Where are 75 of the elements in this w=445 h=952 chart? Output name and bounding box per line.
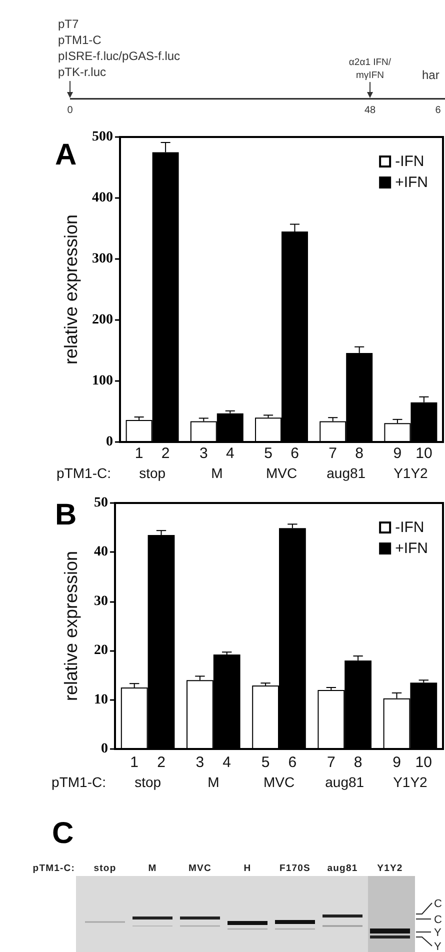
x-tick-label: MVC xyxy=(263,774,295,790)
text: 8 xyxy=(354,754,362,771)
category-label: MVC xyxy=(188,863,212,874)
text: Y xyxy=(434,941,442,952)
legend-label: -IFN xyxy=(395,519,424,536)
x-tick-label: Y1Y2 xyxy=(393,774,428,790)
chart-title: A xyxy=(55,138,77,172)
text: 10 xyxy=(416,445,432,462)
y-tick-label: 400 xyxy=(92,190,113,206)
y-tick-label: 20 xyxy=(94,643,108,658)
y-tick-label: 0 xyxy=(106,434,113,450)
text: 48 xyxy=(364,105,376,116)
chart-title: B xyxy=(55,498,77,532)
category-label: F170S xyxy=(280,863,310,874)
x-tick-label: MVC xyxy=(266,465,298,481)
y-tick-label: 10 xyxy=(94,692,108,708)
text: C xyxy=(434,914,442,926)
text: 8 xyxy=(355,445,364,462)
x-tick-label: aug81 xyxy=(325,774,364,790)
legend-label: -IFN xyxy=(395,153,424,170)
y-tick-label: 40 xyxy=(94,544,108,560)
text: pT7 xyxy=(58,17,80,31)
y-tick-label: 300 xyxy=(92,252,113,266)
text: 7 xyxy=(328,445,338,462)
y-tick-label: 0 xyxy=(101,742,108,756)
text: α2α1 IFN/ xyxy=(348,57,392,68)
y-axis-title: relative expression xyxy=(61,550,81,702)
text: 5 xyxy=(261,754,270,771)
y-tick-label: 200 xyxy=(92,312,113,328)
text: 6 xyxy=(435,105,442,116)
text: 3 xyxy=(196,754,204,771)
category-label: aug81 xyxy=(327,863,358,874)
text: C xyxy=(434,898,442,910)
text: pTM1-C: xyxy=(32,863,75,874)
category-label: Y1Y2 xyxy=(377,863,403,874)
text: C xyxy=(52,817,74,850)
legend-label: +IFN xyxy=(395,540,428,557)
text: 9 xyxy=(393,445,402,462)
y-tick-label: 500 xyxy=(92,130,113,144)
text: 6 xyxy=(288,754,297,771)
text: pISRE-f.luc/pGAS-f.luc xyxy=(58,49,180,63)
y-tick-label: 100 xyxy=(92,374,113,388)
text: pTK-r.luc xyxy=(58,65,106,79)
x-axis-title: pTM1-C: xyxy=(52,774,106,790)
x-tick-label: M xyxy=(211,465,223,481)
text: 9 xyxy=(392,754,401,771)
text: har xyxy=(422,68,440,82)
x-tick-label: M xyxy=(208,774,220,790)
text: 6 xyxy=(290,445,299,462)
text: Y xyxy=(434,927,442,939)
x-tick-label: stop xyxy=(134,774,162,790)
text: 4 xyxy=(226,445,234,462)
text: 1 xyxy=(134,445,144,462)
text: 4 xyxy=(222,754,232,771)
text: 5 xyxy=(264,445,272,462)
legend-label: +IFN xyxy=(395,174,428,191)
y-axis-title: relative expression xyxy=(61,214,81,365)
text: 0 xyxy=(67,105,74,116)
text: 7 xyxy=(326,754,336,771)
y-tick-label: 50 xyxy=(94,496,108,510)
y-tick-label: 30 xyxy=(94,594,108,609)
text: 3 xyxy=(199,445,208,462)
text: 2 xyxy=(157,754,166,771)
category-label: stop xyxy=(94,863,116,874)
text: 1 xyxy=(130,754,139,771)
x-axis-title: pTM1-C: xyxy=(56,465,111,481)
text: mγIFN xyxy=(356,70,384,81)
x-tick-label: Y1Y2 xyxy=(394,465,428,481)
text: pTM1-C xyxy=(58,33,102,47)
x-tick-label: aug81 xyxy=(326,465,366,481)
text: 10 xyxy=(415,754,432,771)
x-tick-label: stop xyxy=(139,465,166,481)
category-label: H xyxy=(244,863,252,874)
category-label: M xyxy=(148,863,157,874)
text: 2 xyxy=(161,445,170,462)
